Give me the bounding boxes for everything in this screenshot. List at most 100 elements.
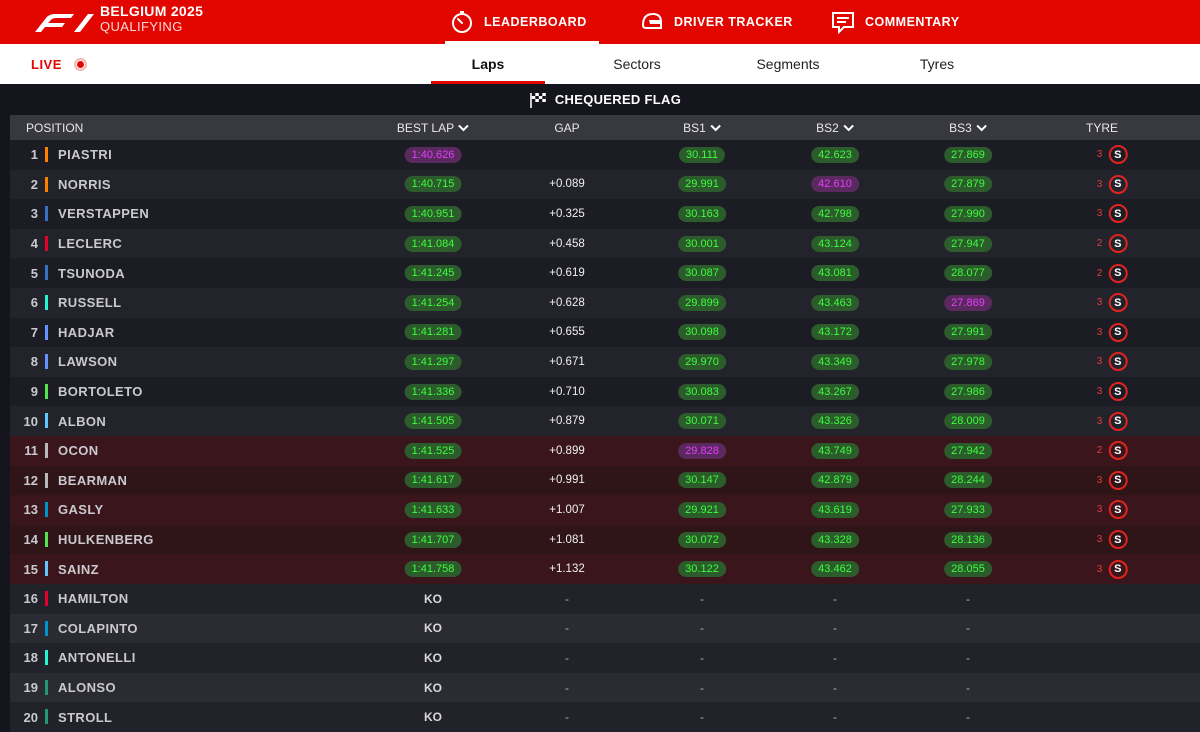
- table-row[interactable]: 3 VERSTAPPEN 1:40.951 +0.325 30.163 42.798 27.…: [10, 199, 1200, 229]
- tab-sectors[interactable]: Sectors: [613, 56, 661, 72]
- col-tyre[interactable]: TYRE: [1085, 120, 1119, 135]
- best-lap-ko: KO: [424, 591, 442, 606]
- driver-name[interactable]: COLAPINTO: [58, 620, 138, 636]
- driver-name[interactable]: BEARMAN: [58, 472, 128, 488]
- driver-name[interactable]: PIASTRI: [58, 147, 113, 163]
- table-row[interactable]: 17 COLAPINTO KO - - - -: [10, 613, 1200, 644]
- bs1-value: 30.147: [678, 472, 726, 489]
- nav-active-indicator: [445, 41, 599, 44]
- driver-name[interactable]: OCON: [58, 443, 99, 459]
- table-row[interactable]: 15 SAINZ 1:41.758 +1.132 30.122 43.462 28.055 3…: [10, 554, 1200, 584]
- driver-name[interactable]: GASLY: [58, 502, 104, 518]
- table-row[interactable]: 8 LAWSON 1:41.297 +0.671 29.970 43.349 27.978 3…: [10, 347, 1200, 377]
- table-row[interactable]: 16 HAMILTON KO - - - -: [10, 584, 1200, 614]
- bs1-value: 30.087: [678, 265, 726, 282]
- best-lap-value: 1:41.254: [404, 294, 462, 311]
- tyre-laps: 3: [1096, 356, 1103, 368]
- col-bs2[interactable]: BS2: [816, 115, 854, 140]
- col-bs3-label: BS3: [949, 120, 972, 135]
- table-row[interactable]: 10 ALBON 1:41.505 +0.879 30.071 43.326 28.009 3…: [10, 406, 1200, 436]
- best-lap-value: 1:41.084: [404, 235, 462, 252]
- driver-name[interactable]: STROLL: [58, 709, 113, 725]
- soft-tyre-icon: S: [1108, 382, 1128, 402]
- bs1-value: -: [700, 710, 704, 725]
- col-best-lap[interactable]: BEST LAP: [397, 115, 469, 140]
- row-position: 1: [30, 147, 38, 163]
- driver-name[interactable]: LECLERC: [58, 236, 123, 252]
- brand[interactable]: BELGIUM 2025 QUALIFYING: [32, 4, 203, 34]
- driver-name[interactable]: ANTONELLI: [58, 650, 136, 666]
- bs3-value: 27.990: [944, 205, 992, 222]
- tyre-laps: 3: [1096, 149, 1103, 161]
- nav-driver-tracker-label: DRIVER TRACKER: [674, 15, 793, 29]
- table-row[interactable]: 6 RUSSELL 1:41.254 +0.628 29.899 43.463 27.869…: [10, 288, 1200, 318]
- driver-name[interactable]: VERSTAPPEN: [58, 206, 150, 222]
- driver-name[interactable]: ALBON: [58, 413, 107, 429]
- team-color-bar: [45, 147, 48, 162]
- tab-laps[interactable]: Laps: [471, 56, 505, 72]
- tab-tyres[interactable]: Tyres: [919, 56, 955, 72]
- stopwatch-icon: [452, 11, 472, 33]
- bs2-value: 43.267: [811, 383, 859, 400]
- nav-driver-tracker[interactable]: DRIVER TRACKER: [640, 0, 793, 44]
- driver-name[interactable]: HADJAR: [58, 324, 115, 340]
- bs3-value: -: [966, 710, 970, 725]
- driver-name[interactable]: HAMILTON: [58, 591, 129, 607]
- bs1-value: 30.098: [678, 324, 726, 341]
- col-position[interactable]: POSITION: [26, 120, 84, 135]
- team-color-bar: [45, 561, 48, 577]
- table-row[interactable]: 18 ANTONELLI KO - - - -: [10, 643, 1200, 673]
- best-lap-value: 1:41.297: [404, 353, 462, 370]
- driver-name[interactable]: LAWSON: [58, 354, 118, 370]
- table-row[interactable]: 11 OCON 1:41.525 +0.899 29.828 43.749 27.942 2 S: [10, 436, 1200, 466]
- row-position: 3: [30, 206, 38, 222]
- col-gap[interactable]: GAP: [554, 120, 580, 135]
- soft-tyre-icon: S: [1108, 322, 1128, 342]
- table-row[interactable]: 12 BEARMAN 1:41.617 +0.991 30.147 42.879 28.24…: [10, 465, 1200, 496]
- row-position: 11: [24, 443, 38, 459]
- table-row[interactable]: 5 TSUNODA 1:41.245 +0.619 30.087 43.081 28.077…: [10, 258, 1200, 288]
- nav-commentary[interactable]: COMMENTARY: [831, 0, 960, 44]
- bs3-value: -: [966, 591, 970, 606]
- table-row[interactable]: 4 LECLERC 1:41.084 +0.458 30.001 43.124 27.947…: [10, 228, 1200, 259]
- gap-value: -: [565, 621, 569, 636]
- driver-name[interactable]: TSUNODA: [58, 265, 126, 281]
- bs1-value: 30.122: [678, 561, 726, 578]
- table-row[interactable]: 1 PIASTRI 1:40.626 30.111 42.623 27.869 3 S: [10, 140, 1200, 170]
- driver-name[interactable]: HULKENBERG: [58, 532, 154, 548]
- driver-name[interactable]: BORTOLETO: [58, 384, 143, 400]
- table-row[interactable]: 9 BORTOLETO 1:41.336 +0.710 30.083 43.267 27.9…: [10, 376, 1200, 407]
- best-lap-value: 1:41.281: [404, 324, 462, 341]
- table-row[interactable]: 13 GASLY 1:41.633 +1.007 29.921 43.619 27.933 3…: [10, 495, 1200, 525]
- driver-name[interactable]: NORRIS: [58, 176, 111, 192]
- row-position: 18: [23, 650, 38, 666]
- driver-name[interactable]: ALONSO: [58, 680, 117, 696]
- table-row[interactable]: 2 NORRIS 1:40.715 +0.089 29.991 42.610 27.879 3…: [10, 169, 1200, 200]
- col-bs3[interactable]: BS3: [949, 115, 987, 140]
- gap-value: -: [565, 710, 569, 725]
- session-name: QUALIFYING: [100, 19, 183, 34]
- bs2-value: 42.798: [811, 205, 859, 222]
- table-row[interactable]: 14 HULKENBERG 1:41.707 +1.081 30.072 43.328 28…: [10, 524, 1200, 555]
- team-color-bar: [45, 235, 48, 251]
- soft-tyre-icon: S: [1108, 470, 1128, 490]
- gap-value: +0.879: [549, 415, 585, 428]
- best-lap-ko: KO: [424, 621, 442, 636]
- bs2-value: -: [833, 680, 837, 695]
- team-color-bar: [45, 502, 48, 518]
- driver-name[interactable]: SAINZ: [58, 561, 99, 577]
- table-row[interactable]: 19 ALONSO KO - - - -: [10, 672, 1200, 703]
- bs3-value: 28.136: [944, 531, 992, 548]
- best-lap-value: 1:41.505: [404, 413, 462, 430]
- tab-segments[interactable]: Segments: [756, 56, 820, 72]
- gap-value: +0.628: [549, 296, 585, 309]
- table-row[interactable]: 7 HADJAR 1:41.281 +0.655 30.098 43.172 27.991 3…: [10, 317, 1200, 348]
- col-bs1[interactable]: BS1: [683, 115, 721, 140]
- table-row[interactable]: 20 STROLL KO - - - -: [10, 702, 1200, 732]
- driver-name[interactable]: RUSSELL: [58, 295, 122, 311]
- nav-leaderboard[interactable]: LEADERBOARD: [450, 0, 587, 44]
- team-color-bar: [45, 324, 48, 340]
- bs3-value: -: [966, 680, 970, 695]
